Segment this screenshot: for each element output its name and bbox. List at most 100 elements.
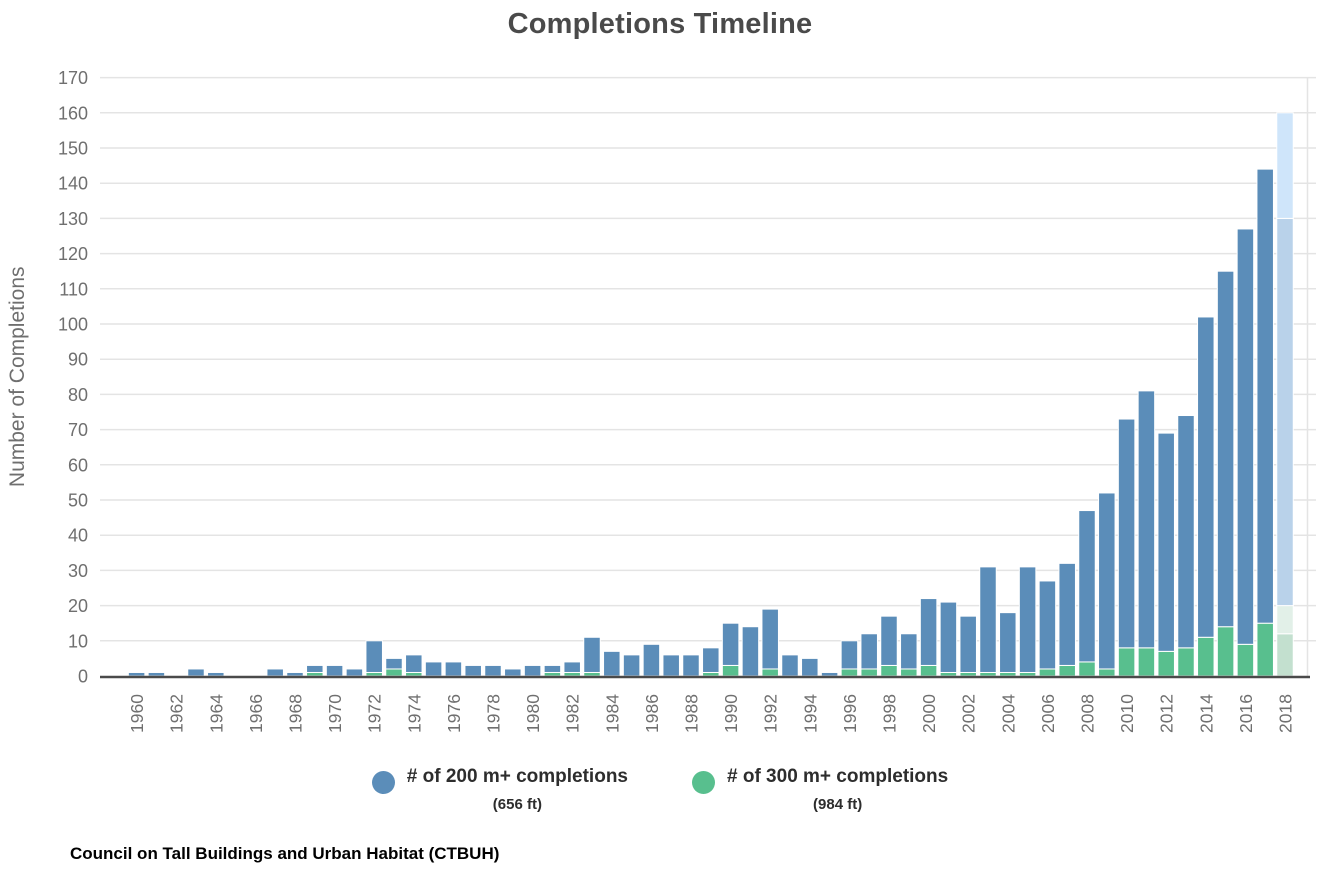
bar-300m-2013[interactable] <box>1177 647 1195 677</box>
bar-2018-200m-min[interactable] <box>1276 217 1294 607</box>
bar-200m-1960[interactable] <box>127 671 146 677</box>
bar-200m-2009[interactable] <box>1098 492 1116 670</box>
bar-200m-2014[interactable] <box>1197 316 1215 638</box>
bar-300m-1982[interactable] <box>563 671 581 677</box>
bar-200m-1999[interactable] <box>900 633 918 670</box>
bar-300m-2016[interactable] <box>1236 643 1255 677</box>
bar-200m-2006[interactable] <box>1038 580 1057 670</box>
bar-300m-1996[interactable] <box>840 668 859 677</box>
bar-300m-1983[interactable] <box>583 671 601 677</box>
bar-200m-2010[interactable] <box>1117 418 1136 649</box>
bar-300m-2012[interactable] <box>1157 650 1175 677</box>
bar-300m-1992[interactable] <box>761 668 779 677</box>
bar-300m-2015[interactable] <box>1216 626 1235 677</box>
bar-200m-1993[interactable] <box>781 654 799 677</box>
bar-2018-300m-max[interactable] <box>1276 605 1294 635</box>
bar-300m-2006[interactable] <box>1038 668 1057 677</box>
x-tick-label-1968: 1968 <box>286 694 306 733</box>
bar-200m-1971[interactable] <box>345 668 364 677</box>
bar-200m-1995[interactable] <box>820 671 839 677</box>
bar-300m-2002[interactable] <box>959 671 977 677</box>
bar-200m-2017[interactable] <box>1256 168 1274 624</box>
bar-200m-1976[interactable] <box>444 661 463 677</box>
bar-300m-2004[interactable] <box>999 671 1017 677</box>
bar-200m-1992[interactable] <box>761 608 779 670</box>
bar-200m-1973[interactable] <box>385 657 403 670</box>
bar-200m-1964[interactable] <box>207 671 225 677</box>
bar-200m-2005[interactable] <box>1018 566 1037 673</box>
x-tick-label-1962: 1962 <box>167 694 187 733</box>
legend: # of 200 m+ completions (656 ft) # of 30… <box>0 766 1320 813</box>
bar-300m-2017[interactable] <box>1256 622 1274 677</box>
bar-200m-2002[interactable] <box>959 615 977 673</box>
bar-200m-1986[interactable] <box>642 643 661 677</box>
legend-label-300m: # of 300 m+ completions <box>727 766 949 787</box>
bar-300m-2010[interactable] <box>1117 647 1136 677</box>
bar-300m-1989[interactable] <box>702 671 720 677</box>
bar-300m-2014[interactable] <box>1197 636 1215 677</box>
bar-200m-1982[interactable] <box>563 661 581 673</box>
bar-200m-1984[interactable] <box>603 650 621 677</box>
legend-item-300m[interactable]: # of 300 m+ completions (984 ft) <box>692 766 948 813</box>
legend-item-200m[interactable]: # of 200 m+ completions (656 ft) <box>371 766 628 813</box>
bar-200m-1968[interactable] <box>286 671 304 677</box>
bar-200m-2011[interactable] <box>1137 390 1156 649</box>
bar-200m-1991[interactable] <box>741 626 760 677</box>
bar-200m-1996[interactable] <box>840 640 859 670</box>
bar-200m-1961[interactable] <box>147 671 166 677</box>
bar-300m-2000[interactable] <box>919 664 938 677</box>
bar-300m-2007[interactable] <box>1058 664 1076 677</box>
bar-200m-1969[interactable] <box>306 664 324 673</box>
bar-200m-1977[interactable] <box>464 664 482 677</box>
bar-200m-2001[interactable] <box>939 601 958 673</box>
bar-200m-2003[interactable] <box>979 566 997 673</box>
bar-200m-2008[interactable] <box>1078 510 1096 663</box>
bar-300m-1981[interactable] <box>543 671 562 677</box>
x-tick-label-2016: 2016 <box>1236 694 1256 733</box>
bar-200m-2016[interactable] <box>1236 228 1255 645</box>
bar-300m-1997[interactable] <box>860 668 878 677</box>
bar-200m-1972[interactable] <box>365 640 383 673</box>
x-tick-label-2008: 2008 <box>1078 694 1098 733</box>
bar-300m-2003[interactable] <box>979 671 997 677</box>
bar-2018-300m-min[interactable] <box>1276 633 1294 677</box>
bar-300m-2005[interactable] <box>1018 671 1037 677</box>
x-tick-label-1990: 1990 <box>721 694 741 733</box>
bar-200m-1998[interactable] <box>880 615 898 666</box>
bar-2018-200m-max[interactable] <box>1276 112 1294 219</box>
bar-300m-1972[interactable] <box>365 671 383 677</box>
bar-200m-1987[interactable] <box>662 654 680 677</box>
bar-200m-1970[interactable] <box>325 664 344 677</box>
bar-200m-1975[interactable] <box>424 661 443 677</box>
bar-200m-1974[interactable] <box>405 654 423 673</box>
bar-300m-1974[interactable] <box>405 671 423 677</box>
bar-300m-2008[interactable] <box>1078 661 1096 677</box>
bar-300m-1969[interactable] <box>306 671 324 677</box>
bar-200m-2013[interactable] <box>1177 415 1195 649</box>
bar-200m-1979[interactable] <box>504 668 522 677</box>
bar-200m-2000[interactable] <box>919 598 938 666</box>
bar-200m-1963[interactable] <box>187 668 205 677</box>
bar-200m-2004[interactable] <box>999 612 1017 673</box>
bar-300m-1998[interactable] <box>880 664 898 677</box>
bar-200m-2015[interactable] <box>1216 270 1235 628</box>
bar-300m-2011[interactable] <box>1137 647 1156 677</box>
bar-200m-1994[interactable] <box>801 657 819 677</box>
bar-200m-1981[interactable] <box>543 664 562 673</box>
bar-300m-2009[interactable] <box>1098 668 1116 677</box>
bar-200m-2007[interactable] <box>1058 562 1076 666</box>
bar-300m-1999[interactable] <box>900 668 918 677</box>
bar-200m-1983[interactable] <box>583 636 601 673</box>
bar-200m-2012[interactable] <box>1157 432 1175 652</box>
bar-300m-1990[interactable] <box>721 664 740 677</box>
bar-200m-1985[interactable] <box>622 654 641 677</box>
bar-200m-1997[interactable] <box>860 633 878 670</box>
bar-200m-1988[interactable] <box>682 654 700 677</box>
bar-200m-1967[interactable] <box>266 668 284 677</box>
bar-300m-2001[interactable] <box>939 671 958 677</box>
bar-200m-1989[interactable] <box>702 647 720 673</box>
bar-300m-1973[interactable] <box>385 668 403 677</box>
bar-200m-1990[interactable] <box>721 622 740 666</box>
bar-200m-1978[interactable] <box>484 664 502 677</box>
bar-200m-1980[interactable] <box>523 664 542 677</box>
